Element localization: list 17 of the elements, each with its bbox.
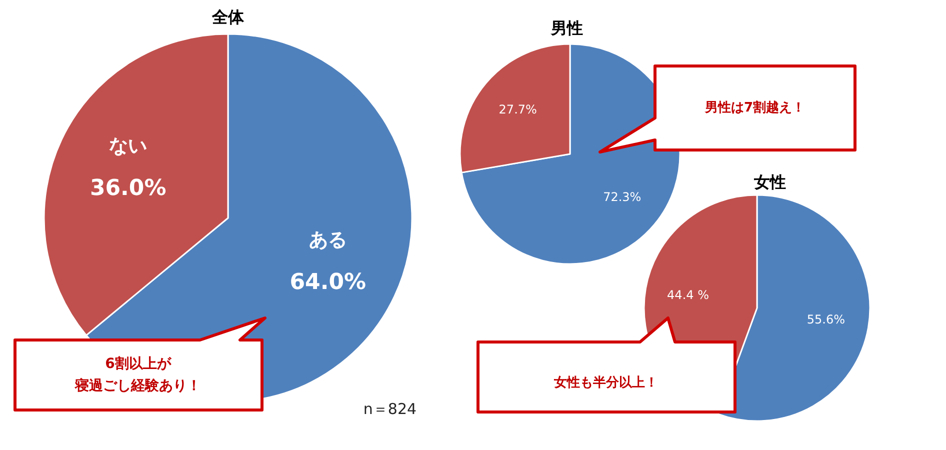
text: 男性は7割越え！ bbox=[704, 100, 806, 116]
chart-title: 男性 bbox=[550, 18, 583, 38]
pie-slice bbox=[460, 43, 681, 265]
text: 6割以上が bbox=[105, 354, 172, 372]
chart-title: 女性 bbox=[753, 172, 786, 192]
data-label: 55.6% bbox=[806, 312, 846, 327]
data-label: 36.0% bbox=[90, 176, 166, 202]
text: 女性も半分以上！ bbox=[553, 376, 658, 391]
text: n＝824 bbox=[363, 400, 417, 418]
data-label: 64.0% bbox=[290, 270, 366, 296]
data-label: 72.3% bbox=[603, 190, 642, 204]
slice-label: ない bbox=[109, 135, 148, 158]
data-label: 44.4 % bbox=[667, 288, 709, 302]
chart-title: 全体 bbox=[211, 7, 245, 26]
slice-label: ある bbox=[308, 229, 347, 252]
text: 寝過ごし経験あり！ bbox=[74, 376, 201, 394]
data-label: 27.7% bbox=[498, 102, 537, 116]
